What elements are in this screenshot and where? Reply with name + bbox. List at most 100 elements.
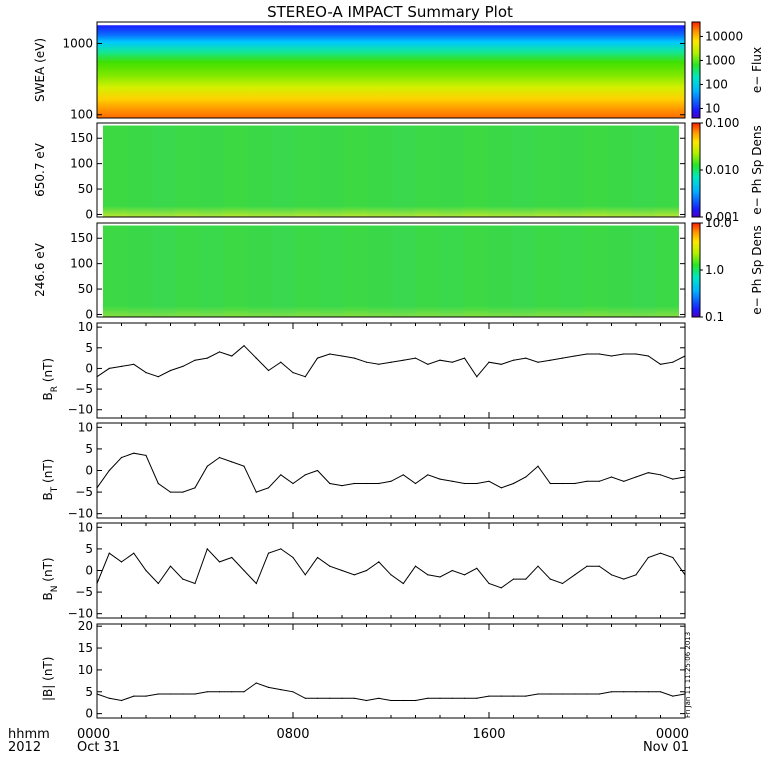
- pad650-texture-band-4: [199, 125, 223, 217]
- bn-data-point-18: [316, 556, 319, 559]
- bt-data-point-40: [586, 480, 588, 482]
- br-data-point-21: [353, 357, 355, 359]
- bn-data-point-5: [157, 582, 159, 585]
- bmag-data-point-47: [672, 695, 674, 697]
- br-data-point-19: [329, 353, 331, 355]
- bt-data-point-1: [108, 469, 110, 472]
- bt-data-point-10: [218, 456, 221, 459]
- bt-ytick-label-1: −5: [75, 485, 93, 499]
- bmag-data-point-34: [512, 695, 515, 697]
- br-data-point-45: [647, 355, 649, 357]
- bn-data-point-32: [488, 582, 490, 585]
- pad650-ytick-label-3: 150: [70, 131, 93, 145]
- bmag-data-point-42: [610, 691, 613, 693]
- bmag-data-point-37: [549, 693, 551, 695]
- pad650-texture-band-3: [175, 125, 199, 217]
- pad246-texture-band-7: [271, 225, 295, 317]
- br-data-point-12: [243, 345, 245, 347]
- bmag-data-point-35: [525, 695, 527, 697]
- br-data-point-2: [120, 365, 123, 367]
- bmag-data-point-17: [304, 697, 306, 699]
- bt-data-point-4: [145, 454, 147, 456]
- bn-data-point-4: [145, 569, 147, 572]
- pad246-ytick-label-2: 100: [70, 257, 93, 271]
- pad246-texture-band-13: [415, 225, 439, 317]
- time-axis-row-label-1: hhmm: [8, 727, 50, 742]
- bn-data-point-26: [414, 565, 417, 567]
- pad246-texture-band-19: [559, 225, 583, 317]
- pad650-texture-band-8: [295, 125, 319, 217]
- bt-data-point-27: [427, 474, 429, 476]
- time-tick-date-0: Oct 31: [77, 740, 120, 755]
- br-frame: [96, 322, 686, 419]
- bn-data-point-25: [402, 582, 404, 585]
- bmag-series-line: [96, 682, 686, 702]
- bn-data-point-8: [194, 582, 196, 585]
- bmag-data-point-2: [120, 699, 123, 702]
- bt-frame: [96, 422, 686, 519]
- pad246-texture-band-11: [367, 225, 391, 317]
- br-data-point-1: [108, 367, 110, 369]
- br-series-line: [96, 345, 686, 378]
- bn-data-point-46: [659, 552, 662, 554]
- bt-series-line: [96, 452, 686, 493]
- bmag-data-point-24: [390, 699, 392, 702]
- pad650-texture-band-23: [655, 125, 679, 217]
- bn-series-line: [96, 547, 686, 589]
- plot-title: STEREO-A IMPACT Summary Plot: [267, 3, 513, 21]
- br-data-point-41: [598, 353, 600, 355]
- swea-colorbar: [691, 21, 701, 119]
- bn-data-point-16: [292, 556, 294, 559]
- bt-data-point-34: [512, 482, 515, 485]
- bt-data-point-12: [243, 465, 245, 467]
- bmag-data-point-39: [574, 693, 576, 695]
- bn-data-point-12: [243, 569, 245, 572]
- pad246-texture-band-16: [487, 225, 511, 317]
- bmag-ytick-label-2: 10: [78, 663, 93, 677]
- br-data-point-18: [316, 357, 319, 359]
- br-data-point-46: [659, 363, 662, 365]
- bmag-data-point-9: [206, 691, 208, 693]
- bt-ytick-label-0: −10: [68, 507, 93, 521]
- br-data-point-16: [292, 372, 294, 374]
- bn-data-point-38: [561, 582, 564, 585]
- bmag-data-point-29: [451, 697, 453, 699]
- bmag-ylabel: |B| (nT): [41, 657, 55, 701]
- bt-data-point-5: [157, 482, 159, 485]
- pad246-texture-band-8: [295, 225, 319, 317]
- bt-data-point-31: [476, 482, 478, 485]
- pad650-texture-band-15: [463, 125, 487, 217]
- bmag-data-point-4: [145, 695, 147, 697]
- bt-data-point-32: [488, 480, 490, 482]
- bt-ytick-label-3: 5: [85, 442, 93, 456]
- bmag-data-point-3: [133, 695, 135, 697]
- bn-data-point-37: [549, 578, 551, 580]
- bt-data-point-41: [598, 480, 600, 482]
- bmag-ytick-label-1: 5: [85, 685, 93, 699]
- bmag-data-point-7: [182, 693, 184, 695]
- bt-data-point-18: [316, 469, 319, 472]
- pad650-texture-band-19: [559, 125, 583, 217]
- bt-data-point-38: [561, 482, 564, 485]
- bmag-data-point-38: [561, 693, 564, 695]
- pad650-texture-band-20: [583, 125, 607, 217]
- br-data-point-27: [427, 363, 429, 365]
- bmag-ytick-label-3: 15: [78, 641, 93, 655]
- br-data-point-10: [218, 351, 221, 353]
- bn-data-point-17: [304, 574, 306, 576]
- bt-data-point-30: [463, 482, 466, 485]
- bn-ytick-label-0: −10: [68, 607, 93, 621]
- bn-data-point-36: [537, 565, 539, 567]
- pad246-texture-band-18: [535, 225, 559, 317]
- bt-data-point-42: [610, 476, 613, 478]
- br-data-point-43: [623, 353, 625, 355]
- bt-ytick-label-4: 10: [78, 420, 93, 434]
- bn-ytick-label-1: −5: [75, 585, 93, 599]
- time-tick-label-2: 1600: [472, 727, 505, 742]
- br-ytick-label-3: 5: [85, 341, 93, 355]
- bt-data-point-8: [194, 487, 196, 489]
- pad650-texture-band-6: [247, 125, 271, 217]
- bn-data-point-13: [255, 582, 257, 585]
- bn-data-point-48: [684, 574, 686, 576]
